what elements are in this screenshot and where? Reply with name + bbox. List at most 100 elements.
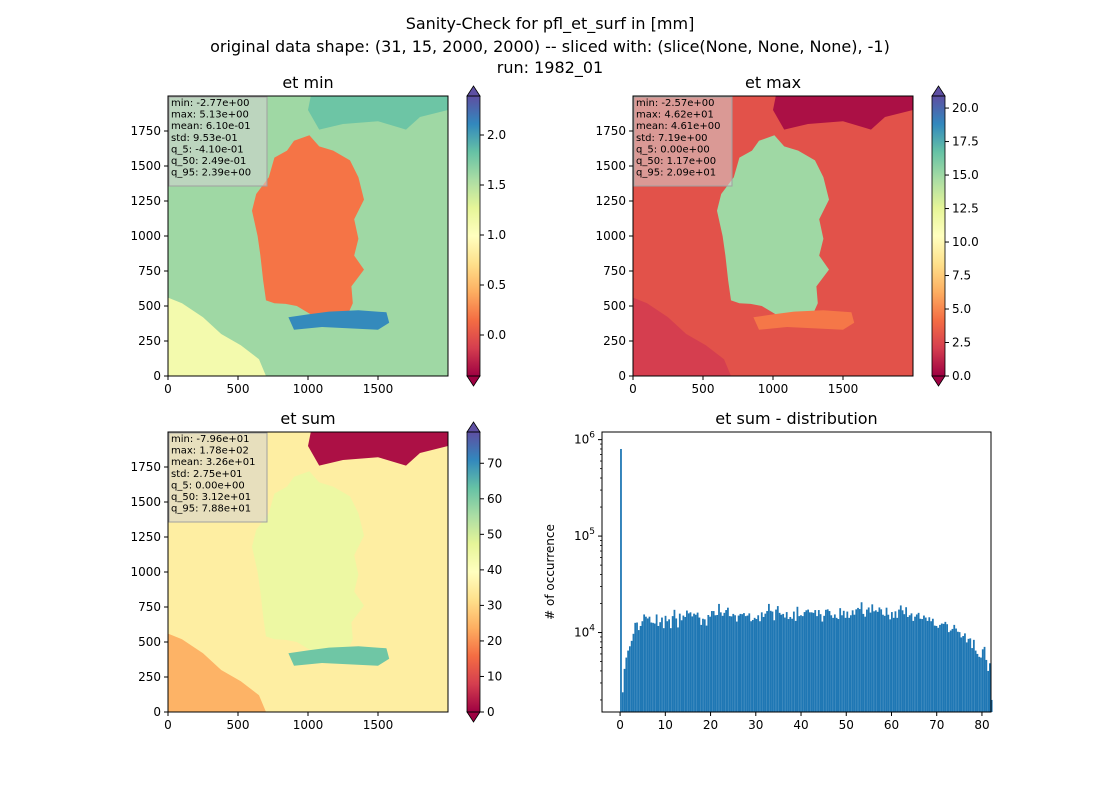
histogram-bar (673, 609, 676, 712)
histogram-bar (901, 610, 904, 712)
histogram-bar (707, 615, 710, 712)
histogram-bar (785, 612, 788, 712)
x-tick-label: 500 (227, 718, 250, 732)
histogram-bar (931, 618, 934, 712)
histogram-bar (889, 619, 891, 712)
histogram-bar (851, 610, 854, 712)
histogram-bar (684, 616, 687, 712)
histogram-bar (894, 611, 897, 712)
histogram-bar (874, 610, 877, 712)
histogram-bar (780, 614, 783, 712)
histogram-title: et sum - distribution (715, 409, 877, 428)
histogram-bar (985, 659, 988, 712)
histogram-bar (942, 623, 945, 712)
x-tick-label: 500 (227, 382, 250, 396)
stats-line: std: 9.53e-01 (171, 133, 238, 144)
histogram-bar (924, 617, 927, 712)
histogram-bar (821, 621, 824, 712)
y-tick-label: 1000 (130, 229, 161, 243)
histogram-bar (842, 610, 845, 712)
y-tick-label: 1250 (130, 530, 161, 544)
stats-box-background (168, 432, 268, 523)
histogram-bar (867, 607, 870, 712)
histogram-bar (826, 609, 829, 712)
histogram-bar (887, 614, 890, 712)
x-tick-label: 70 (929, 718, 944, 732)
histogram-bar (768, 603, 770, 712)
histogram-bar (623, 668, 626, 712)
histogram-bar (655, 614, 658, 712)
x-tick-label: 30 (748, 718, 763, 732)
histogram-bar (949, 630, 952, 712)
histogram-bar (869, 612, 872, 712)
histogram-bar (989, 663, 991, 712)
histogram-bar (883, 615, 886, 712)
colorbar-tick-label: 2.5 (952, 336, 971, 350)
histogram-bar (876, 611, 879, 712)
histogram-bar (960, 637, 963, 712)
colorbar-tick-label: 5.0 (952, 302, 971, 316)
histogram-bar (898, 609, 900, 712)
colorbar-tick-label: 10.0 (952, 235, 979, 249)
histogram-bar (743, 613, 745, 712)
histogram-bar (650, 622, 653, 712)
histogram-bar (712, 611, 715, 712)
stats-line: min: -2.57e+00 (636, 98, 715, 109)
y-tick-label: 250 (138, 670, 161, 684)
histogram-bar (944, 621, 947, 712)
histogram-bar (923, 615, 925, 712)
colorbar-tick-label: 20 (487, 634, 502, 648)
histogram-bar (687, 613, 690, 712)
stats-line: min: -7.96e+01 (171, 434, 250, 445)
colorbar-tick-label: 2.0 (487, 128, 506, 142)
histogram-bar (983, 646, 986, 712)
histogram-bar (849, 615, 852, 712)
histogram-bar (653, 623, 656, 712)
heatmap-region-southwest (168, 297, 266, 376)
histogram-bar (899, 605, 902, 712)
stats-line: max: 4.62e+01 (636, 110, 714, 121)
x-tick-label: 0 (164, 382, 172, 396)
stats-line: std: 7.19e+00 (636, 133, 708, 144)
y-tick-label: 106 (574, 431, 595, 447)
heatmap-region-land (252, 471, 364, 652)
y-tick-label: 500 (138, 299, 161, 313)
histogram-bar (648, 616, 651, 712)
histogram-bar (860, 602, 863, 712)
histogram-bar (639, 625, 642, 712)
histogram-bar (892, 617, 895, 712)
y-tick-label-base: 10 (574, 529, 589, 543)
y-tick-label: 250 (138, 334, 161, 348)
histogram-bar (864, 616, 867, 712)
histogram-bar (764, 613, 767, 712)
histogram-bar (680, 620, 683, 712)
histogram-bar (652, 622, 654, 712)
colorbar-tick-label: 0.0 (952, 369, 971, 383)
stats-line: q_5: 0.00e+00 (171, 480, 245, 491)
histogram-bar (744, 616, 747, 712)
colorbar-extend-min (466, 375, 481, 387)
histogram-bar (735, 621, 738, 712)
histogram-bar (866, 609, 868, 712)
x-tick-label: 0 (616, 718, 624, 732)
histogram-bar (978, 656, 981, 712)
x-tick-label: 80 (974, 718, 989, 732)
histogram-bar (955, 628, 957, 712)
stats-line: mean: 3.26e+01 (171, 457, 255, 468)
colorbar-tick-label: 60 (487, 492, 502, 506)
stats-line: max: 5.13e+00 (171, 110, 249, 121)
heatmap-title: et sum (280, 409, 335, 428)
histogram-bar (956, 631, 959, 712)
histogram-bar (732, 613, 735, 712)
histogram-bar (632, 633, 635, 712)
histogram-bar (837, 619, 840, 712)
colorbar-tick-label: 12.5 (952, 202, 979, 216)
histogram-bar (937, 627, 940, 712)
colorbar-tick-label: 15.0 (952, 168, 979, 182)
histogram-bar (659, 622, 662, 712)
histogram-ylabel: # of occurrence (543, 524, 557, 620)
histogram-bar (766, 611, 769, 712)
histogram-bar (862, 613, 865, 712)
